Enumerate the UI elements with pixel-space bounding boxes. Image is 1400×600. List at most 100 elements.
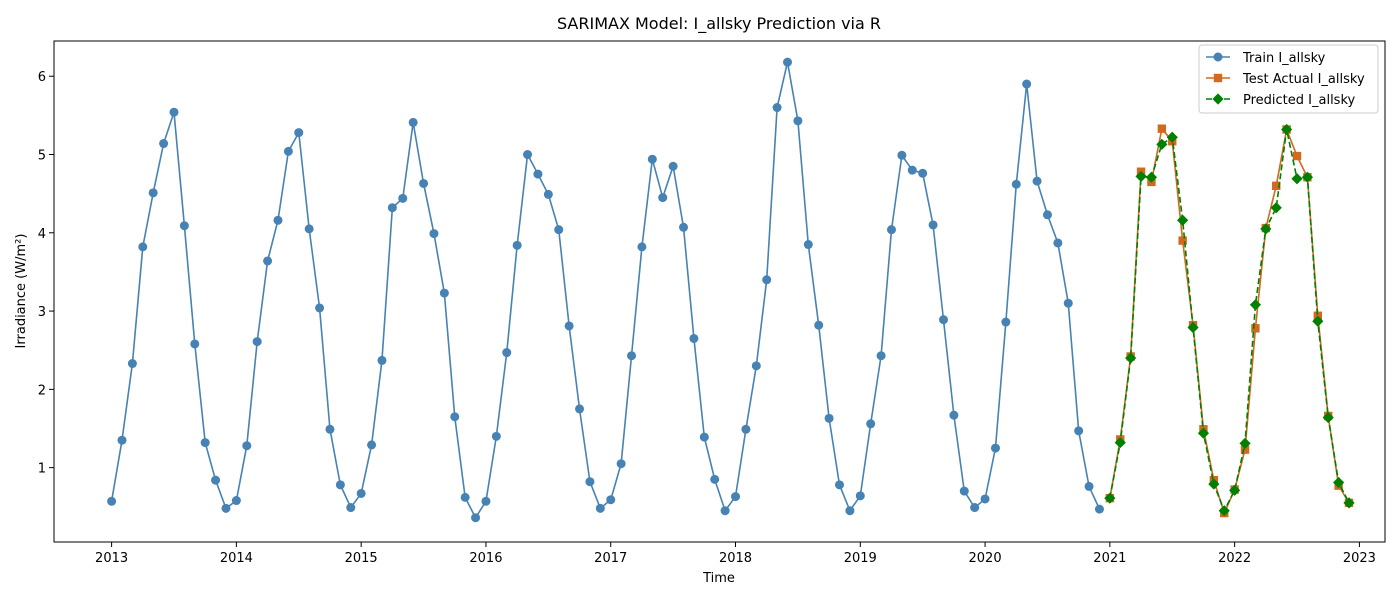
data-point [689, 333, 699, 343]
data-point [855, 491, 865, 501]
data-point [481, 496, 491, 506]
data-point [315, 303, 325, 313]
data-point [512, 240, 522, 250]
data-point [1135, 170, 1147, 183]
data-point [1011, 179, 1021, 189]
x-tick-label: 2017 [594, 551, 627, 566]
data-point [439, 288, 449, 298]
x-tick-label: 2023 [1343, 551, 1376, 566]
data-point [1032, 176, 1042, 186]
series-group [1104, 123, 1355, 517]
data-point [107, 496, 117, 506]
data-point [1074, 426, 1084, 436]
data-point [387, 203, 397, 213]
data-point [294, 128, 304, 138]
data-point [1301, 171, 1314, 183]
data-point [679, 222, 689, 232]
x-axis-label: Time [702, 571, 735, 586]
data-point [1312, 315, 1324, 327]
data-point [949, 410, 959, 420]
x-tick-label: 2022 [1218, 551, 1251, 566]
data-point [1343, 497, 1355, 509]
data-point [1114, 436, 1126, 449]
data-point [231, 496, 241, 506]
data-point [1270, 202, 1282, 214]
data-point [554, 225, 564, 235]
data-point [1042, 210, 1052, 220]
data-point [564, 321, 574, 331]
data-point [990, 443, 1000, 453]
plot-area [107, 57, 1355, 523]
data-point [1022, 79, 1032, 89]
data-point [1001, 317, 1011, 327]
data-point [959, 486, 969, 496]
y-tick-label: 6 [38, 70, 46, 85]
x-tick-label: 2014 [220, 551, 253, 566]
legend-marker [1212, 93, 1224, 105]
data-point [169, 107, 179, 117]
data-point [699, 432, 709, 442]
y-tick-label: 5 [38, 149, 46, 164]
data-point [928, 220, 938, 230]
data-point [1084, 481, 1094, 491]
data-point [1157, 124, 1167, 133]
data-point [1063, 298, 1073, 308]
data-point [897, 150, 907, 160]
data-point [710, 474, 720, 484]
series-line [110, 61, 1101, 520]
data-point [1272, 181, 1281, 191]
data-point [346, 503, 356, 513]
data-point [1104, 492, 1116, 504]
data-point [970, 503, 980, 513]
data-point [814, 320, 824, 330]
data-point [772, 103, 782, 113]
data-point [585, 477, 595, 487]
data-point [793, 116, 803, 126]
legend-marker [1213, 73, 1223, 83]
x-tick-label: 2021 [1093, 551, 1126, 566]
data-point [575, 404, 585, 414]
x-axis: 2013 2014 2015 2016 2017 2018 2019 2020 2021 2022… [95, 542, 1376, 566]
data-point [1094, 504, 1104, 514]
data-point [1156, 138, 1168, 150]
data-point [450, 412, 460, 422]
data-point [523, 150, 533, 160]
x-tick-label: 2018 [719, 551, 752, 566]
data-point [491, 431, 501, 441]
data-point [377, 355, 387, 365]
data-point [647, 154, 657, 164]
x-tick-label: 2015 [345, 551, 378, 566]
data-point [1281, 123, 1293, 136]
data-point [1249, 299, 1262, 311]
legend-label: Test Actual I_allsky [1242, 72, 1365, 87]
data-point [200, 438, 210, 448]
data-point [1125, 352, 1137, 364]
data-point [1178, 236, 1187, 245]
data-point [658, 193, 668, 203]
data-point [1240, 445, 1250, 454]
data-point [918, 168, 928, 178]
data-point [1292, 151, 1302, 161]
data-point [1218, 505, 1230, 517]
data-point [398, 193, 408, 203]
y-tick-label: 1 [38, 462, 46, 477]
axes-frame [53, 40, 1386, 543]
data-point [242, 441, 252, 451]
data-point [866, 419, 876, 429]
data-point [668, 161, 678, 171]
data-point [117, 435, 127, 445]
legend-label: Predicted I_allsky [1243, 93, 1356, 108]
data-point [460, 492, 470, 502]
data-point [502, 348, 512, 358]
data-point [1166, 131, 1178, 143]
data-point [783, 57, 793, 67]
data-point [741, 424, 751, 434]
data-point [1197, 427, 1210, 439]
data-point [419, 178, 429, 188]
data-point [252, 337, 262, 347]
data-point [367, 440, 377, 450]
data-point [533, 169, 543, 179]
data-point [1208, 478, 1220, 490]
legend: Train I_allsky Test Actual I_allsky Predic… [1198, 44, 1379, 114]
